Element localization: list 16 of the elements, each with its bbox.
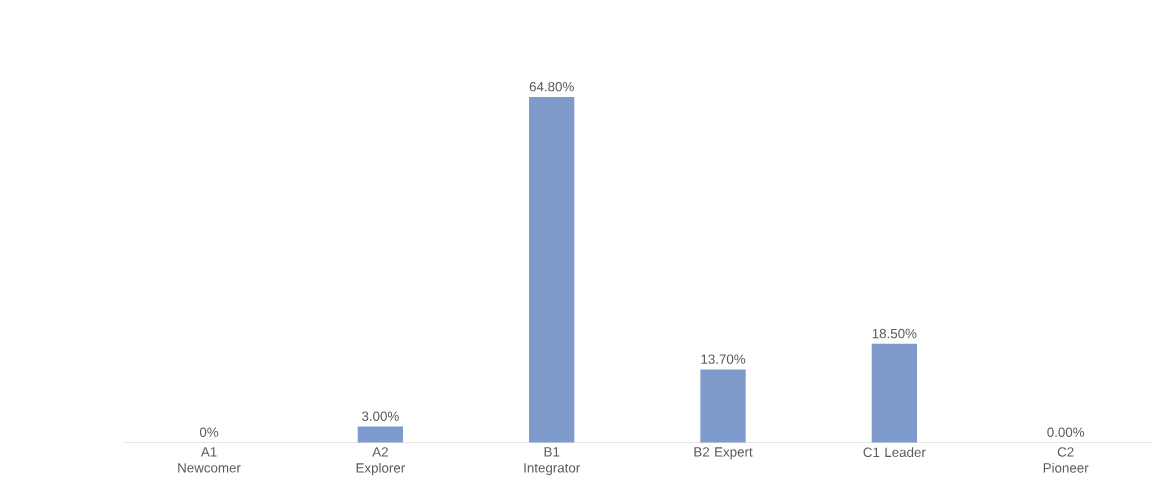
bar [529, 97, 575, 443]
x-tick-label: C2 Pioneer [1043, 447, 1089, 473]
data-label: 3.00% [361, 411, 399, 422]
x-tick-label: A2 Explorer [356, 447, 405, 476]
data-label: 0% [199, 427, 219, 438]
x-tick-label: B2 Expert [694, 447, 753, 460]
bar [357, 426, 404, 443]
data-label: 18.50% [872, 328, 917, 339]
x-tick-label: C1 Leader [863, 447, 926, 458]
bar [700, 369, 746, 443]
x-tick-label: A1 Newcomer [178, 447, 241, 473]
data-label: 64.80% [529, 82, 574, 92]
data-label: 0.00% [1047, 427, 1085, 438]
data-label: 13.70% [701, 354, 746, 364]
bar [871, 343, 918, 443]
x-tick-label: B1 Integrator [524, 447, 581, 476]
